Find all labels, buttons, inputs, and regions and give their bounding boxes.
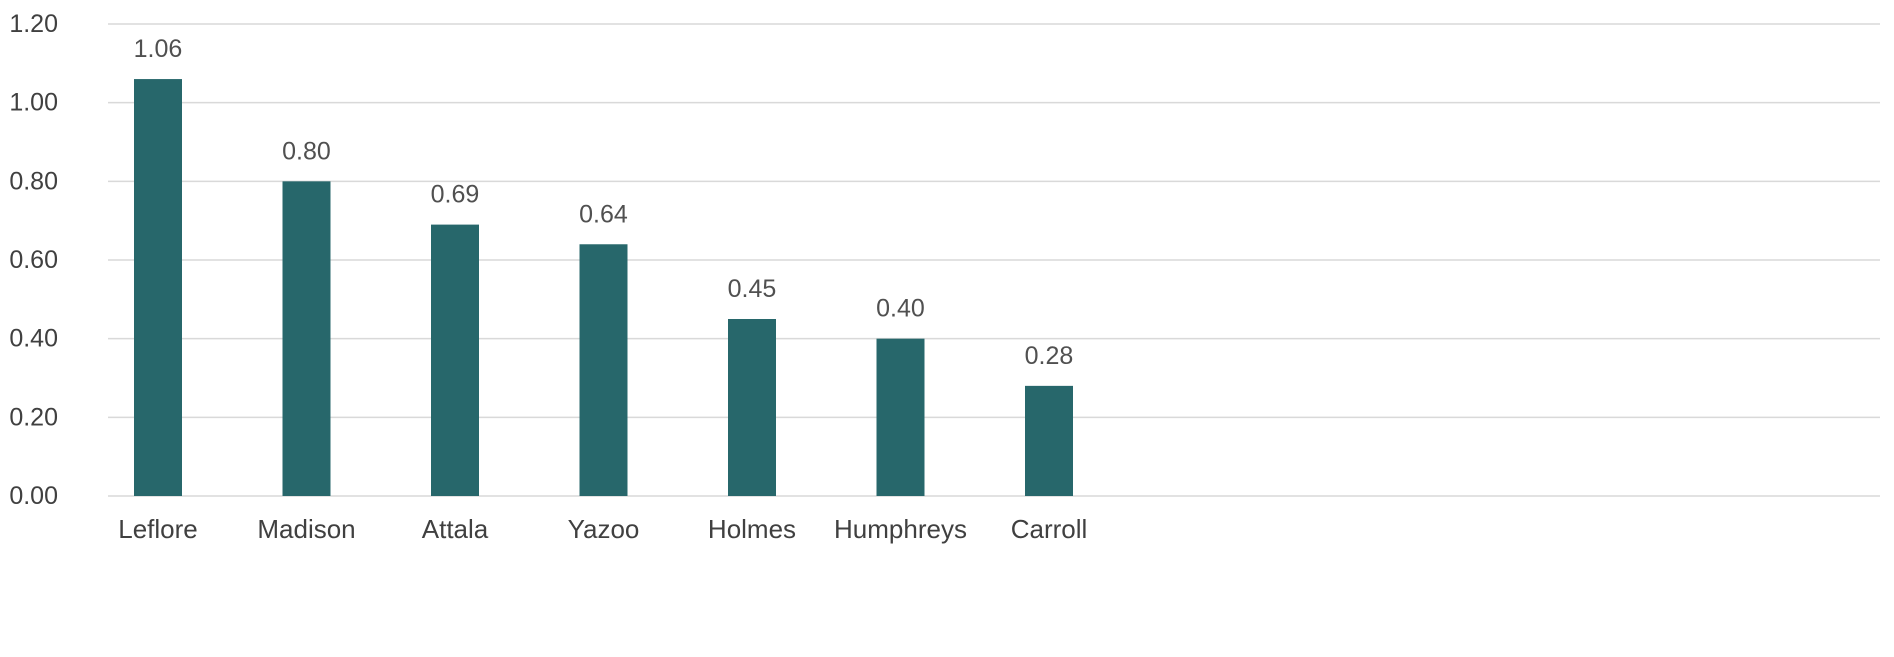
x-category-label: Madison [257, 514, 355, 544]
x-category-label: Leflore [118, 514, 198, 544]
y-tick-label: 0.80 [9, 167, 58, 195]
y-tick-label: 0.20 [9, 403, 58, 431]
data-label: 0.45 [728, 275, 777, 303]
y-tick-label: 0.60 [9, 246, 58, 274]
x-category-label: Humphreys [834, 514, 967, 544]
bars [134, 79, 1073, 497]
bar-yazoo [579, 244, 628, 496]
y-tick-label: 1.00 [9, 89, 58, 117]
x-category-label: Carroll [1011, 514, 1088, 544]
gridlines [108, 23, 1880, 497]
data-label: 0.40 [876, 295, 925, 323]
data-labels: 1.06 0.80 0.69 0.64 0.45 0.40 0.28 [134, 35, 1074, 370]
x-category-label: Holmes [708, 514, 796, 544]
y-tick-label: 0.40 [9, 325, 58, 353]
data-label: 0.69 [431, 181, 480, 209]
data-label: 0.28 [1025, 342, 1074, 370]
data-label: 0.64 [579, 200, 628, 228]
y-tick-label: 0.00 [9, 482, 58, 510]
data-label: 0.80 [282, 137, 331, 165]
data-label: 1.06 [134, 35, 183, 63]
x-category-label: Attala [422, 514, 489, 544]
bar-madison [282, 181, 331, 497]
bar-humphreys [876, 338, 925, 496]
bar-attala [431, 224, 479, 496]
x-axis-category-labels: Leflore Madison Attala Yazoo Holmes Humphreys… [118, 514, 1087, 544]
y-tick-label: 1.20 [9, 10, 58, 38]
bar-holmes [728, 319, 776, 496]
x-category-label: Yazoo [568, 514, 640, 544]
bar-carroll [1025, 385, 1073, 496]
bar-leflore [134, 79, 182, 497]
y-axis-tick-labels: 0.00 0.20 0.40 0.60 0.80 1.00 1.20 [9, 10, 58, 510]
